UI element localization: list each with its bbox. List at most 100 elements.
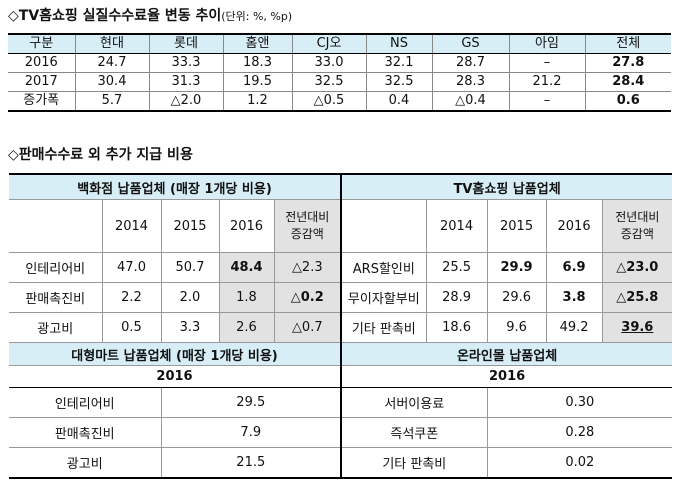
table-cell: 25.5: [425, 252, 488, 283]
table-cell: 0.02: [486, 447, 673, 479]
table-cell: 33.3: [148, 53, 223, 73]
table-cell: 32.1: [365, 53, 432, 73]
year-cell: 2016: [218, 199, 274, 253]
table-cell: 29.6: [486, 282, 547, 313]
table-header-row: 구분 현대 롯데 홈앤 CJ오 NS GS 아임 전체: [8, 34, 671, 54]
row-label: 판매촉진비: [9, 282, 102, 313]
header-cell: 현대: [74, 34, 149, 54]
table-row: 광고비 21.5 기타 판촉비 0.02: [9, 447, 673, 479]
row-label: 기타 판촉비: [340, 312, 427, 343]
table-cell: –: [508, 53, 585, 73]
tv-shopping-title: TV홈쇼핑 납품업체: [340, 174, 673, 200]
table-cell: 28.9: [425, 282, 488, 313]
row-label: 무이자할부비: [340, 282, 427, 313]
online-year: 2016: [340, 365, 673, 388]
header-cell: GS: [431, 34, 509, 54]
table-row: 2016 24.7 33.3 18.3 33.0 32.1 28.7 – 27.…: [8, 53, 671, 73]
table-cell: △2.0: [148, 91, 223, 111]
table-cell: 33.0: [291, 53, 366, 73]
table-cell-total: 27.8: [584, 53, 671, 73]
table-row: 인테리어비 29.5 서버이용료 0.30: [9, 387, 673, 418]
change-label-1: 전년대비: [615, 210, 660, 224]
row-label: 인테리어비: [9, 252, 102, 283]
table-row: 증가폭 5.7 △2.0 1.2 △0.5 0.4 △0.4 – 0.6: [8, 91, 671, 111]
row-label: 즉석쿠폰: [340, 417, 488, 448]
row-label: 인테리어비: [9, 387, 161, 418]
row-label: 증가폭: [23, 93, 60, 108]
table-cell: 47.0: [101, 252, 161, 283]
table-cell: 32.5: [291, 72, 366, 92]
header-cell: 롯데: [148, 34, 223, 54]
table-cell: 19.5: [222, 72, 292, 92]
year-cell: 2014: [101, 199, 161, 253]
table-cell: 0.30: [486, 387, 673, 418]
section1-heading: ◇TV홈쇼핑 실질수수료율 변동 추이(단위: %, %p): [8, 7, 292, 26]
table-cell: 18.3: [222, 53, 292, 73]
header-cell: 아임: [508, 34, 585, 54]
table-cell: 21.2: [508, 72, 585, 92]
header-cell: 전체: [584, 34, 671, 54]
table-row: 판매촉진비 2.2 2.0 1.8 △0.2 무이자할부비 28.9 29.6 …: [9, 282, 673, 313]
table-cell: 24.7: [74, 53, 149, 73]
table-cell: 0.28: [486, 417, 673, 448]
table-cell: 0.4: [365, 91, 432, 111]
row-label: 기타 판촉비: [340, 447, 488, 479]
section-header-row: 대형마트 납품업체 (매장 1개당 비용) 온라인몰 납품업체: [9, 342, 673, 366]
table-cell-total: 28.4: [584, 72, 671, 92]
table-cell-2016: 6.9: [545, 252, 603, 283]
change-label-1: 전년대비: [285, 210, 330, 224]
table-cell: 32.5: [365, 72, 432, 92]
table-cell-2016: 2.6: [218, 312, 274, 343]
table-row: 인테리어비 47.0 50.7 48.4 △2.3 ARS할인비 25.5 29…: [9, 252, 673, 283]
row-label: 광고비: [9, 312, 102, 343]
commission-rate-table: 구분 현대 롯데 홈앤 CJ오 NS GS 아임 전체 2016 24.7 33…: [8, 33, 671, 112]
table-cell: 28.3: [431, 72, 509, 92]
header-cell: 구분: [8, 34, 75, 54]
table-cell: 9.6: [486, 312, 547, 343]
header-cell: 홈앤: [222, 34, 292, 54]
year-header-row: 2016 2016: [9, 365, 673, 388]
year-cell: 2015: [160, 199, 219, 253]
section2-title: ◇판매수수료 외 추가 지급 비용: [8, 147, 193, 163]
row-label: 판매촉진비: [9, 417, 161, 448]
section2-heading: ◇판매수수료 외 추가 지급 비용: [8, 146, 193, 164]
change-label-2: 증감액: [290, 227, 324, 241]
row-label: ARS할인비: [340, 252, 427, 283]
table-cell: –: [508, 91, 585, 111]
table-cell: 18.6: [425, 312, 488, 343]
year-cell: 2015: [486, 199, 547, 253]
table-cell: 29.5: [160, 387, 342, 418]
row-label: 2016: [8, 53, 75, 73]
table-cell: 0.5: [101, 312, 161, 343]
mart-title: 대형마트 납품업체 (매장 1개당 비용): [9, 342, 342, 366]
table-row: 2017 30.4 31.3 19.5 32.5 32.5 28.3 21.2 …: [8, 72, 671, 92]
table-cell-change: △25.8: [601, 282, 673, 313]
table-cell: 31.3: [148, 72, 223, 92]
change-label-2: 증감액: [620, 227, 654, 241]
change-header: 전년대비 증감액: [273, 199, 342, 253]
table-cell-change: △23.0: [601, 252, 673, 283]
table-cell: 2.0: [160, 282, 219, 313]
table-cell: △0.5: [291, 91, 366, 111]
year-cell: 2016: [545, 199, 603, 253]
table-cell-change: 39.6: [601, 312, 673, 343]
table-cell: 29.9: [486, 252, 547, 283]
row-label: 서버이용료: [340, 387, 488, 418]
row-label: 2017: [8, 72, 75, 92]
table-cell-total: 0.6: [584, 91, 671, 111]
table-cell: △0.4: [431, 91, 509, 111]
section1-title: ◇TV홈쇼핑 실질수수료율 변동 추이: [8, 8, 222, 24]
empty-header-cell: [340, 199, 427, 253]
change-header: 전년대비 증감액: [601, 199, 673, 253]
extra-cost-table: 백화점 납품업체 (매장 1개당 비용) TV홈쇼핑 납품업체 2014 201…: [9, 173, 673, 479]
table-cell: 30.4: [74, 72, 149, 92]
table-cell-2016: 1.8: [218, 282, 274, 313]
year-cell: 2014: [425, 199, 488, 253]
table-cell: 5.7: [74, 91, 149, 111]
mart-year: 2016: [9, 365, 342, 388]
table-cell-2016: 48.4: [218, 252, 274, 283]
table-cell-2016: 3.8: [545, 282, 603, 313]
table-row: 판매촉진비 7.9 즉석쿠폰 0.28: [9, 417, 673, 448]
table-cell: 50.7: [160, 252, 219, 283]
row-label: 광고비: [9, 447, 161, 479]
